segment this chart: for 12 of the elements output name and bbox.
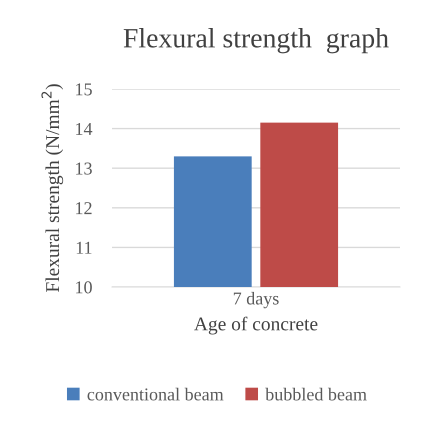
legend-label: conventional beam: [88, 388, 224, 400]
y-tick-label: 14: [76, 122, 92, 135]
y-axis-title: Flexural strength (N/mm$^{2}$): [41, 84, 64, 292]
y-tick-label: 12: [76, 202, 92, 214]
y-tick-label: 10: [76, 281, 92, 294]
x-tick-label: 7 days: [234, 292, 279, 308]
y-tick-label: 15: [76, 83, 92, 96]
chart-title: Flexural strength graph: [124, 28, 389, 54]
y-tick-label: 13: [76, 162, 92, 175]
y-tick-label: 11: [76, 242, 92, 254]
legend-label: bubbled beam: [265, 388, 367, 400]
x-axis-title: Age of concrete: [194, 316, 318, 335]
